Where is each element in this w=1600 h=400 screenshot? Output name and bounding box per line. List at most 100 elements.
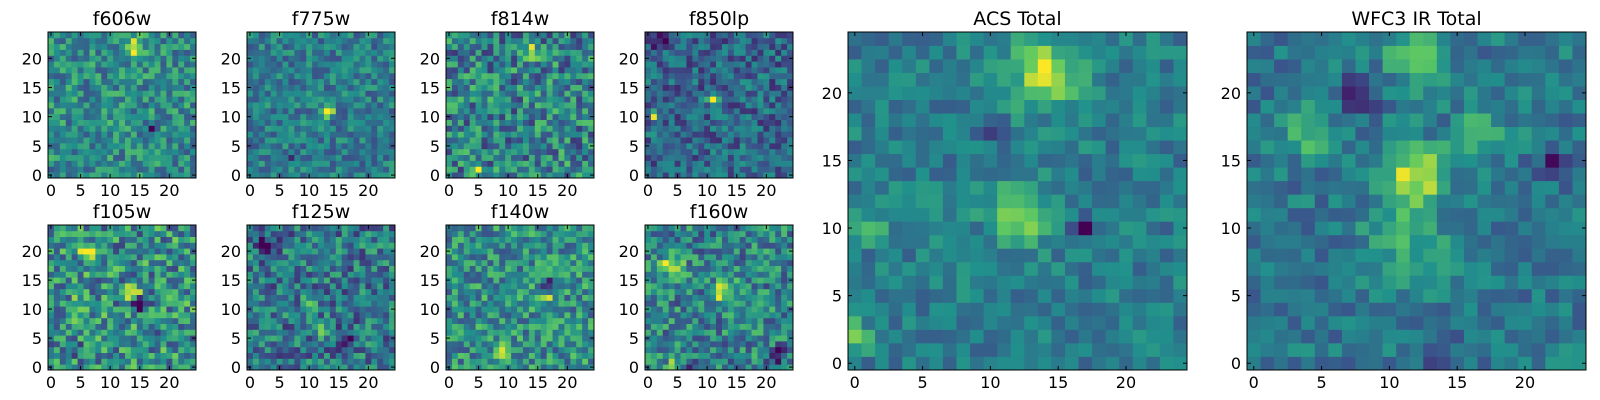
heatmap-cell: [377, 265, 384, 272]
heatmap-cell: [558, 43, 565, 50]
heatmap-cell: [451, 78, 459, 85]
heatmap-cell: [258, 55, 266, 62]
heatmap-cell: [710, 137, 717, 144]
heatmap-cell: [781, 72, 788, 80]
heatmap-cell: [511, 312, 518, 319]
heatmap-cell: [721, 341, 729, 348]
heatmap-cell: [65, 254, 73, 261]
heatmap-cell: [95, 306, 102, 313]
heatmap-cell: [184, 259, 191, 266]
heatmap-cell: [451, 43, 459, 50]
heatmap-cell: [499, 43, 506, 50]
heatmap-cell: [487, 317, 494, 324]
heatmap-cell: [645, 119, 652, 126]
heatmap-cell: [733, 142, 741, 150]
heatmap-cell: [692, 160, 699, 167]
heatmap-cell: [318, 242, 325, 249]
heatmap-cell: [680, 37, 687, 45]
heatmap-cell: [294, 346, 301, 353]
heatmap-cell: [77, 254, 84, 261]
heatmap-cell: [83, 346, 90, 353]
heatmap-cell: [704, 107, 711, 115]
heatmap-cell: [674, 341, 681, 348]
heatmap-cell: [178, 277, 185, 284]
heatmap-cell: [306, 37, 313, 45]
heatmap-cell: [270, 248, 277, 255]
heatmap-cell: [59, 43, 67, 50]
heatmap-cell: [258, 254, 266, 261]
heatmap-cell: [178, 166, 185, 173]
heatmap-cell: [247, 236, 254, 243]
heatmap-cell: [95, 49, 102, 56]
heatmap-cell: [716, 107, 723, 115]
heatmap-cell: [329, 113, 337, 120]
heatmap-cell: [763, 78, 770, 85]
heatmap-cell: [323, 271, 331, 278]
heatmap-cell: [113, 119, 120, 126]
heatmap-cell: [493, 142, 500, 150]
heatmap-cell: [282, 335, 289, 342]
heatmap-cell: [733, 131, 741, 138]
heatmap-cell: [446, 300, 453, 307]
heatmap-cell: [288, 119, 295, 126]
heatmap-cell: [113, 172, 120, 179]
heatmap-cell: [154, 352, 161, 359]
heatmap-cell: [650, 49, 658, 56]
heatmap-cell: [190, 49, 197, 56]
heatmap-cell: [101, 277, 108, 284]
heatmap-cell: [119, 96, 126, 103]
heatmap-cell: [48, 254, 55, 261]
heatmap-cell: [528, 166, 536, 173]
heatmap-cell: [751, 113, 758, 120]
heatmap-cell: [264, 236, 272, 243]
heatmap-cell: [154, 107, 161, 115]
heatmap-cell: [48, 72, 55, 80]
heatmap-cell: [522, 317, 530, 324]
heatmap-cell: [341, 358, 349, 365]
heatmap-cell: [318, 37, 325, 45]
heatmap-cell: [124, 142, 132, 150]
heatmap-cell: [190, 67, 197, 74]
heatmap-cell: [119, 271, 126, 278]
heatmap-cell: [294, 142, 301, 150]
heatmap-cell: [172, 172, 179, 179]
heatmap-cell: [136, 358, 144, 365]
heatmap-cell: [781, 131, 788, 138]
heatmap-cell: [113, 312, 120, 319]
heatmap-cell: [528, 142, 536, 150]
heatmap-cell: [300, 306, 307, 313]
heatmap-cell: [704, 84, 711, 91]
heatmap-cell: [674, 96, 681, 103]
heatmap-cell: [365, 329, 372, 336]
heatmap-cell: [739, 37, 747, 45]
heatmap-cell: [745, 67, 752, 74]
heatmap-cell: [487, 37, 494, 45]
heatmap-cell: [312, 113, 319, 120]
y-tick-label: 0: [430, 358, 440, 377]
heatmap-cell: [727, 142, 735, 150]
heatmap-cell: [53, 55, 61, 62]
heatmap-cell: [148, 358, 155, 365]
heatmap-cell: [576, 271, 583, 278]
heatmap-cell: [582, 242, 589, 249]
heatmap-cell: [107, 37, 114, 45]
heatmap-cell: [674, 312, 681, 319]
heatmap-cell: [757, 102, 764, 109]
heatmap-cell: [178, 364, 185, 371]
heatmap-cell: [588, 259, 595, 266]
heatmap-cell: [570, 306, 577, 313]
heatmap-cell: [264, 55, 272, 62]
heatmap-cell: [745, 300, 752, 307]
heatmap-cell: [487, 329, 494, 336]
heatmap-cell: [365, 84, 372, 91]
heatmap-cell: [95, 300, 102, 307]
heatmap-cell: [576, 283, 583, 290]
heatmap-cell: [446, 154, 453, 161]
heatmap-cell: [499, 254, 506, 261]
heatmap-cell: [775, 67, 782, 74]
heatmap-cell: [528, 61, 536, 68]
heatmap-cell: [306, 323, 313, 330]
x-tick-label: 20: [756, 181, 776, 200]
heatmap-cell: [89, 230, 96, 237]
heatmap-cell: [154, 49, 161, 56]
